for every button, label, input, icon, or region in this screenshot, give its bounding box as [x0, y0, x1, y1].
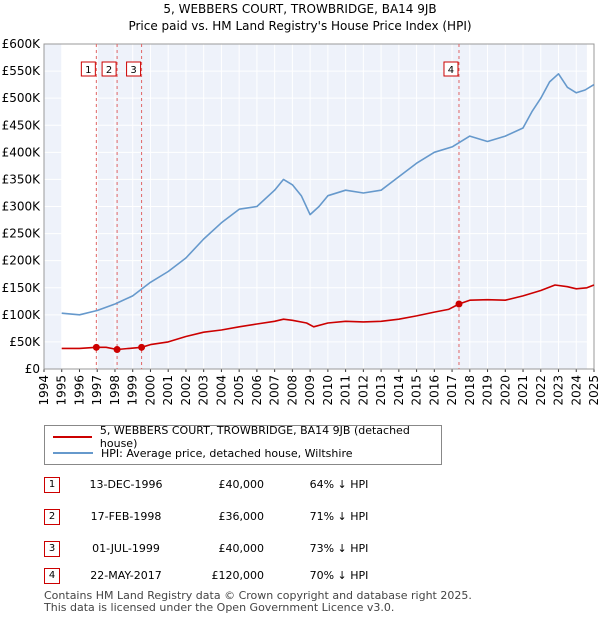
sale-point [138, 343, 146, 351]
transaction-price: £36,000 [218, 510, 265, 523]
x-tick-label: 2018 [463, 375, 477, 406]
x-tick-label: 2008 [285, 375, 299, 406]
legend-swatch-hpi [53, 452, 93, 454]
x-tick-label: 2021 [516, 375, 530, 406]
transaction-badge: 2 [44, 509, 60, 525]
transaction-badge: 3 [44, 541, 60, 557]
x-tick-label: 1997 [90, 375, 104, 406]
chart-subtitle: Price paid vs. HM Land Registry's House … [128, 19, 472, 33]
x-tick-label: 2012 [356, 375, 370, 406]
price-chart: £0 £50K £100K £150K £200K £250K £300K £350K £400… [2, 37, 600, 406]
transaction-badge: 4 [44, 568, 60, 584]
y-tick-label: £500K [2, 91, 42, 105]
series-line [61, 73, 595, 316]
sale-point [92, 343, 100, 351]
plot-frame [43, 43, 595, 370]
chart-title: 5, WEBBERS COURT, TROWBRIDGE, BA14 9JB [163, 2, 437, 16]
x-tick-label: 2022 [534, 375, 548, 406]
transaction-hpi: 70% ↓ HPI [309, 569, 369, 582]
x-tick-label: 2024 [569, 375, 583, 406]
transaction-hpi: 71% ↓ HPI [309, 510, 369, 523]
x-tick-label: 2020 [498, 375, 512, 406]
marker-badge-label: 1 [85, 65, 91, 76]
x-tick-label: 1995 [55, 375, 69, 406]
y-tick-label: £150K [2, 281, 42, 295]
x-tick-label: 2016 [427, 375, 441, 406]
y-tick-label: £200K [2, 254, 42, 268]
sale-point [455, 300, 463, 308]
transaction-price: £40,000 [218, 478, 265, 491]
legend-item-hpi: HPI: Average price, detached house, Wilt… [53, 445, 353, 461]
marker-badge-label: 2 [106, 65, 112, 76]
x-tick-label: 2006 [250, 375, 264, 406]
y-tick-label: £400K [2, 145, 42, 159]
x-tick-label: 2005 [232, 375, 246, 406]
footer: Contains HM Land Registry data © Crown c… [44, 590, 472, 614]
transaction-price: £120,000 [211, 569, 265, 582]
x-tick-label: 1994 [37, 375, 51, 406]
y-tick-label: £450K [2, 118, 42, 132]
x-tick-label: 2014 [392, 375, 406, 406]
legend-label-hpi: HPI: Average price, detached house, Wilt… [101, 446, 353, 460]
marker-badge [80, 61, 96, 77]
x-tick-label: 2007 [268, 375, 282, 406]
y-tick-label: £350K [2, 172, 42, 186]
x-tick-label: 2013 [374, 375, 388, 406]
marker-badge-label: 3 [130, 65, 136, 76]
y-tick-label: £300K [2, 200, 42, 214]
footer-line: This data is licensed under the Open Gov… [44, 601, 395, 614]
legend-label-property: 5, WEBBERS COURT, TROWBRIDGE, BA14 9JB (… [99, 424, 410, 450]
x-tick-label: 2025 [587, 375, 600, 406]
marker-badge [101, 61, 117, 77]
marker-badge [443, 61, 459, 77]
x-tick-label: 2003 [197, 375, 211, 406]
y-tick-label: £50K [9, 335, 41, 349]
x-tick-label: 2000 [143, 375, 157, 406]
x-tick-label: 2001 [161, 375, 175, 406]
y-tick-label: £250K [2, 227, 42, 241]
transaction-hpi: 64% ↓ HPI [309, 478, 369, 491]
marker-badge-label: 4 [448, 65, 454, 76]
x-tick-label: 2019 [481, 375, 495, 406]
x-tick-label: 1998 [108, 375, 122, 406]
x-tick-label: 2011 [339, 375, 353, 406]
y-tick-label: £600K [2, 37, 42, 51]
y-tick-label: £550K [2, 64, 42, 78]
x-tick-label: 2010 [321, 375, 335, 406]
x-tick-label: 2002 [179, 375, 193, 406]
legend-swatch-property [53, 436, 92, 438]
legend-item-property: 5, WEBBERS COURT, TROWBRIDGE, BA14 9JB (… [53, 424, 441, 450]
transaction-date: 13-DEC-1996 [89, 478, 163, 491]
x-tick-label: 1996 [72, 375, 86, 406]
y-tick-label: £100K [2, 308, 42, 322]
transaction-date: 22-MAY-2017 [90, 569, 162, 582]
footer-line: Contains HM Land Registry data © Crown c… [44, 589, 472, 602]
transaction-hpi: 73% ↓ HPI [309, 542, 369, 555]
x-tick-label: 2017 [445, 375, 459, 406]
legend: 5, WEBBERS COURT, TROWBRIDGE, BA14 9JB (… [44, 424, 442, 465]
x-tick-label: 1999 [126, 375, 140, 406]
x-tick-label: 2004 [214, 375, 228, 406]
x-tick-label: 2023 [552, 375, 566, 406]
transaction-date: 17-FEB-1998 [90, 510, 162, 523]
x-tick-label: 2015 [410, 375, 424, 406]
sale-point [113, 346, 121, 353]
transaction-date: 01-JUL-1999 [92, 542, 160, 555]
y-tick-label: £0 [25, 362, 40, 376]
marker-badge [126, 61, 142, 77]
x-tick-label: 2009 [303, 375, 317, 406]
transaction-price: £40,000 [218, 542, 265, 555]
transaction-badge: 1 [44, 477, 60, 493]
